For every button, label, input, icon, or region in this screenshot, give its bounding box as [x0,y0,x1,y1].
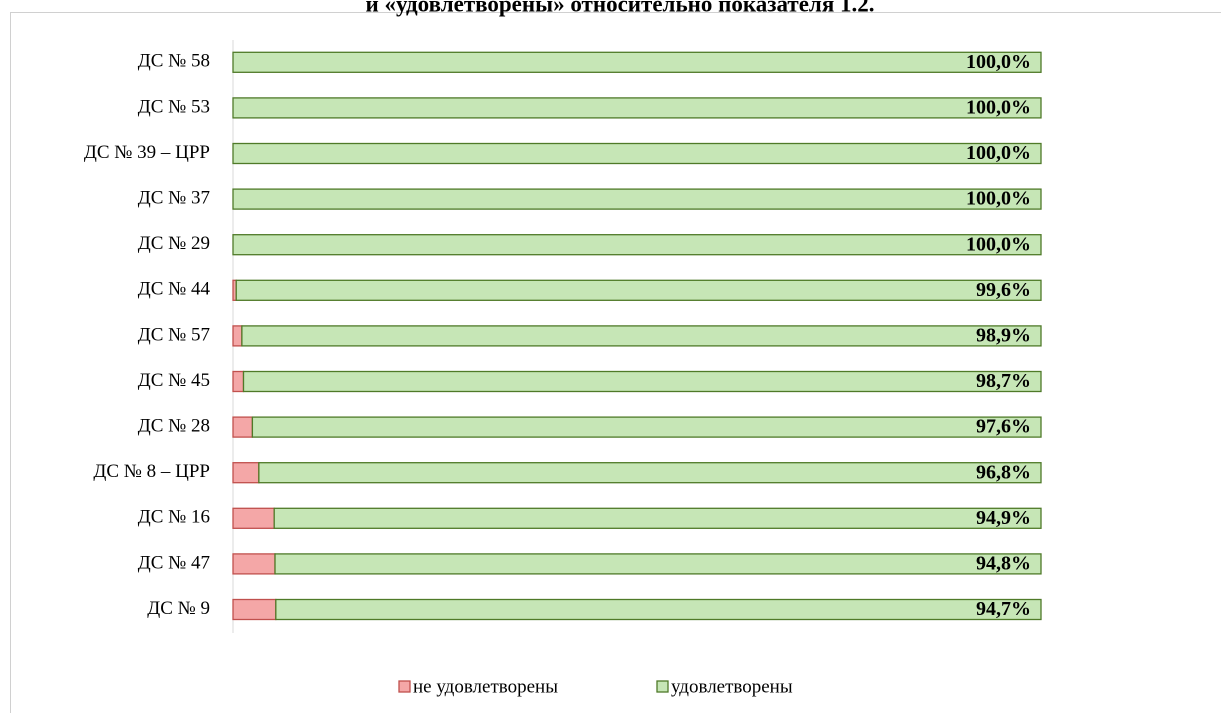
bar-segment [232,51,1042,73]
y-tick-label: ДС № 44 [138,279,211,300]
data-label: 100,0% [966,188,1031,210]
bar-segment [232,507,275,529]
data-label: 94,9% [976,507,1031,529]
legend-label: удовлетворены [671,676,793,697]
data-label: 99,6% [976,279,1031,301]
bar-segment [235,279,1042,301]
data-label: 96,8% [976,461,1031,483]
data-label: 97,6% [976,416,1031,438]
bar-segment [258,462,1042,484]
bar-segment [232,462,260,484]
bar-segment [232,553,276,575]
legend-swatch [398,680,411,693]
data-label: 100,0% [966,233,1031,255]
y-tick-label: ДС № 8 – ЦРР [93,461,210,482]
y-tick-label: ДС № 58 [138,51,210,72]
bar-segment [232,142,1042,165]
bar-segment [275,598,1042,621]
y-tick-label: ДС № 57 [138,324,210,345]
bar-segment [251,416,1042,438]
legend-label: не удовлетворены [413,676,558,697]
y-tick-label: ДС № 9 [147,598,210,619]
y-tick-label: ДС № 39 – ЦРР [84,142,210,163]
bar-segment [232,416,254,438]
bar-segment [232,325,243,347]
y-tick-label: ДС № 47 [138,552,210,573]
data-label: 100,0% [966,142,1031,164]
data-label: 100,0% [966,51,1031,73]
bar-segment [232,598,277,621]
y-tick-label: ДС № 16 [138,507,210,528]
data-label: 100,0% [966,96,1031,118]
bar-segment [242,370,1042,393]
chart-frame [10,12,1221,713]
bar-segment [273,507,1042,529]
y-tick-label: ДС № 45 [138,370,210,391]
bar-segment [274,553,1042,575]
chart-title: и «удовлетворены» относительно показател… [365,0,874,16]
data-label: 94,7% [976,598,1031,620]
data-label: 98,9% [976,324,1031,346]
bar-segment [232,97,1042,119]
y-tick-label: ДС № 29 [138,233,210,254]
data-label: 94,8% [976,552,1031,574]
y-tick-label: ДС № 53 [138,96,210,117]
legend-swatch [656,680,669,693]
y-tick-label: ДС № 28 [138,415,210,436]
bar-segment [241,325,1042,347]
bar-segment [232,188,1042,210]
data-label: 98,7% [976,370,1031,392]
y-tick-label: ДС № 37 [138,187,210,208]
bar-segment [232,370,245,393]
bar-segment [232,234,1042,256]
